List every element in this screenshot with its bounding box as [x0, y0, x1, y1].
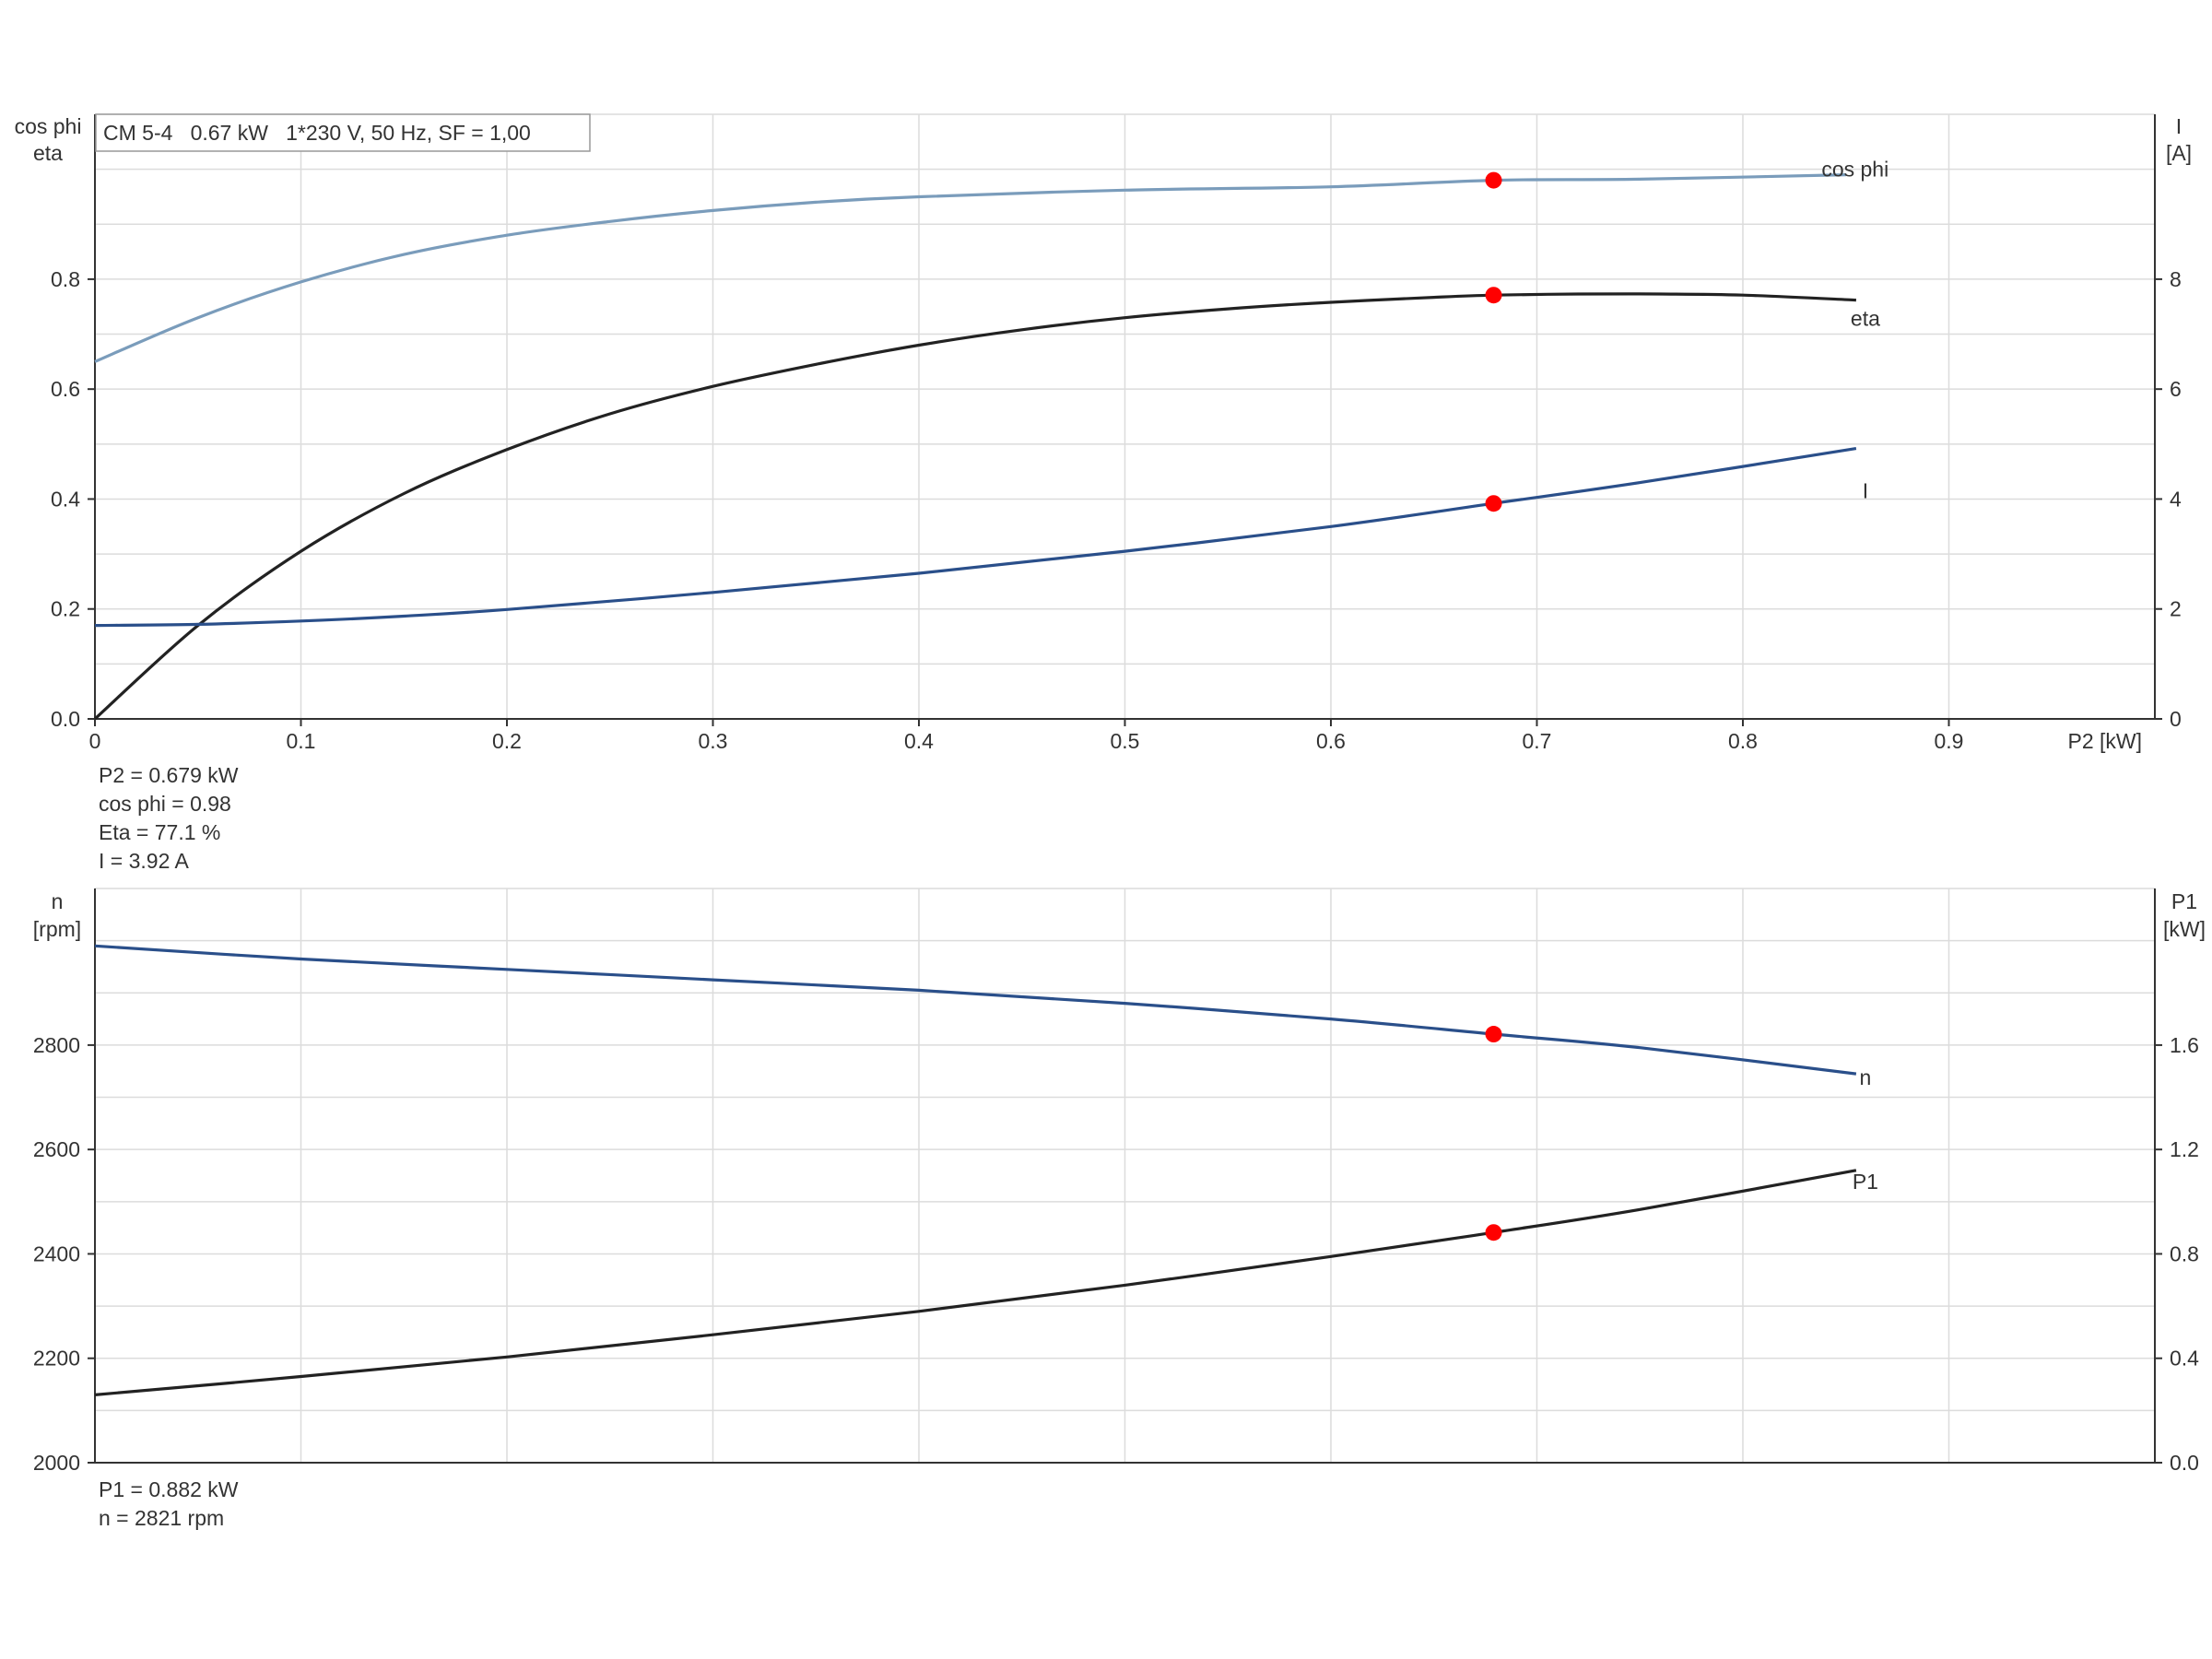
y-right-tick-label: 6: [2170, 377, 2182, 401]
y-right-tick-label: 1.2: [2170, 1137, 2199, 1161]
series-label-i: I: [1863, 479, 1868, 503]
y-left-tick-label: 0.4: [51, 487, 80, 511]
y-right-label-line1: I: [2176, 114, 2182, 138]
y-left-label-line2: [rpm]: [33, 917, 81, 941]
series-label-eta: eta: [1851, 307, 1880, 331]
readout-p2: P2 = 0.679 kW: [99, 763, 239, 787]
y-left-tick-label: 2400: [33, 1241, 80, 1265]
y-right-tick-label: 0.8: [2170, 1241, 2199, 1265]
y-right-tick-label: 0.4: [2170, 1347, 2199, 1371]
y-right-tick-label: 0: [2170, 707, 2182, 731]
y-left-tick-label: 0.6: [51, 377, 80, 401]
series-label-n: n: [1860, 1065, 1872, 1089]
y-right-label-line2: [A]: [2166, 141, 2192, 165]
readout-cos-phi: cos phi = 0.98: [99, 792, 231, 816]
x-tick-label: 0: [89, 729, 101, 753]
x-tick-label: 0.7: [1523, 729, 1552, 753]
readout-current: I = 3.92 A: [99, 849, 189, 873]
operating-point-marker: [1485, 1224, 1502, 1241]
x-tick-label: 0.1: [287, 729, 316, 753]
operating-point-marker: [1485, 171, 1502, 189]
x-tick-label: 0.9: [1935, 729, 1964, 753]
readout-p1: P1 = 0.882 kW: [99, 1477, 239, 1501]
x-tick-label: 0.5: [1111, 729, 1140, 753]
operating-point-marker: [1485, 287, 1502, 304]
series-line-eta: [93, 292, 1856, 721]
y-right-tick-label: 4: [2170, 487, 2182, 511]
y-right-tick-label: 0.0: [2170, 1451, 2199, 1475]
chart-title-box: [95, 113, 591, 152]
y-right-tick-label: 2: [2170, 597, 2182, 621]
operating-point-marker: [1485, 495, 1502, 512]
readout-eta: Eta = 77.1 %: [99, 820, 221, 844]
y-left-tick-label: 2600: [33, 1137, 80, 1161]
y-right-tick-label: 8: [2170, 267, 2182, 291]
y-left-tick-label: 0.0: [51, 707, 80, 731]
efficiency-current-panel: 0.0 0.2 0.4 0.6 0.8 0 2 4 6 8 0 0.1 0.2 0.3 0.4 0.5 0.6 0…: [51, 113, 2182, 753]
x-tick-label: 0.2: [492, 729, 522, 753]
y-left-label-line2: eta: [33, 141, 63, 165]
x-tick-label: 0.4: [904, 729, 934, 753]
speed-power-panel: 2000 2200 2400 2600 2800 0.0 0.4 0.8 1.2 1.6 n P1: [33, 888, 2199, 1475]
y-left-label-line1: n: [52, 889, 64, 913]
y-right-label-line1: P1: [2171, 889, 2197, 913]
readout-speed: n = 2821 rpm: [99, 1506, 225, 1530]
chart-title: CM 5-4 0.67 kW 1*230 V, 50 Hz, SF = 1,00: [103, 121, 531, 145]
y-left-tick-label: 0.8: [51, 267, 80, 291]
series-line-p1: [94, 1169, 1857, 1396]
y-left-tick-label: 2800: [33, 1033, 80, 1057]
series-label-cos-phi: cos phi: [1821, 158, 1888, 182]
y-left-tick-label: 2000: [33, 1451, 80, 1475]
x-tick-label: 0.8: [1728, 729, 1758, 753]
x-tick-label: 0.6: [1316, 729, 1346, 753]
y-right-tick-label: 1.6: [2170, 1033, 2199, 1057]
operating-point-marker: [1485, 1026, 1502, 1043]
y-left-label-line1: cos phi: [15, 114, 82, 138]
series-line-i: [94, 447, 1857, 628]
x-axis-label: P2 [kW]: [2067, 729, 2142, 753]
series-line-n: [94, 944, 1857, 1076]
operating-point-readout-top: P2 = 0.679 kW cos phi = 0.98 Eta = 77.1 …: [99, 761, 239, 876]
x-tick-label: 0.3: [699, 729, 728, 753]
y-right-label-line2: [kW]: [2163, 917, 2206, 941]
series-label-p1: P1: [1853, 1170, 1878, 1194]
y-left-tick-label: 2200: [33, 1347, 80, 1371]
operating-point-readout-bottom: P1 = 0.882 kW n = 2821 rpm: [99, 1476, 239, 1533]
y-left-tick-label: 0.2: [51, 597, 80, 621]
